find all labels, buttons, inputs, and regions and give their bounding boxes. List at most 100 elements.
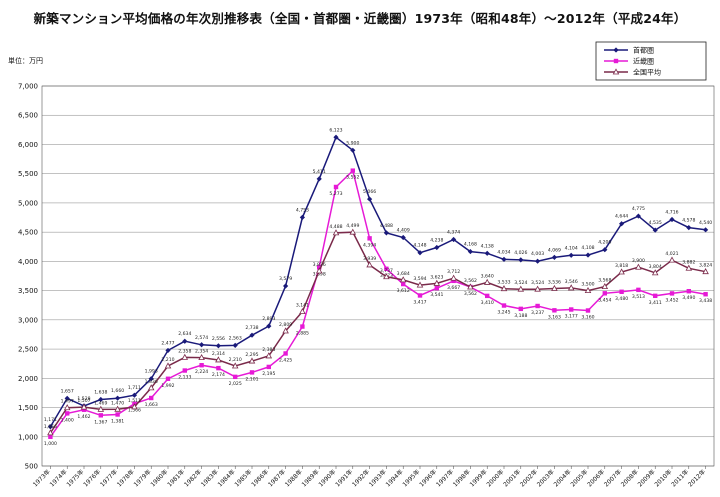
series-3: 1,066 1,497 1,507 1,469 1,470 1,511 1,836 2,210… xyxy=(44,223,712,436)
data-point xyxy=(612,68,620,75)
x-tick-label: 1982年 xyxy=(182,468,203,489)
x-tick-label: 1979年 xyxy=(132,468,153,489)
data-point xyxy=(702,268,709,275)
y-tick-label: 3,000 xyxy=(18,316,38,324)
data-label: 5,900 xyxy=(346,140,359,146)
data-label: 4,578 xyxy=(682,218,695,224)
x-tick-label: 1978年 xyxy=(115,468,136,489)
data-label: 2,025 xyxy=(229,381,242,387)
data-point xyxy=(63,404,71,411)
data-label: 1,000 xyxy=(44,441,57,447)
data-label: 6,123 xyxy=(329,127,342,133)
data-point xyxy=(299,214,305,220)
data-label: 3,562 xyxy=(464,291,477,297)
data-point xyxy=(653,293,658,299)
data-point xyxy=(703,227,709,233)
data-point xyxy=(619,221,625,227)
data-point xyxy=(602,291,607,296)
x-tick-label: 1976年 xyxy=(82,468,103,489)
data-point xyxy=(383,230,389,236)
x-tick-label: 1994年 xyxy=(384,468,405,489)
data-label: 3,818 xyxy=(615,263,628,269)
data-label: 2,210 xyxy=(161,357,174,363)
data-point xyxy=(115,412,120,417)
data-point xyxy=(584,286,592,294)
data-point xyxy=(266,323,272,329)
data-label: 3,490 xyxy=(682,295,695,301)
data-label: 3,141 xyxy=(296,303,309,309)
data-point xyxy=(333,184,339,190)
data-point xyxy=(65,411,70,416)
data-label: 2,809 xyxy=(279,322,292,328)
y-tick-label: 2,000 xyxy=(18,375,38,383)
data-point xyxy=(199,363,204,368)
data-label: 2,295 xyxy=(245,352,258,358)
y-tick-label: 4,000 xyxy=(18,258,38,266)
data-label: 3,188 xyxy=(514,313,527,319)
data-label: 3,882 xyxy=(682,259,695,265)
data-point xyxy=(450,274,457,281)
chart-title: 新築マンション平均価格の年次別推移表（全国・首都圏・近畿圏）1973年（昭和48… xyxy=(33,11,687,26)
x-tick-label: 1987年 xyxy=(266,468,287,489)
data-point xyxy=(148,376,154,382)
y-tick-label: 2,500 xyxy=(18,346,38,354)
data-label: 4,021 xyxy=(665,251,678,257)
x-tick-label: 1986年 xyxy=(250,468,271,489)
y-tick-label: 5,500 xyxy=(18,170,38,178)
data-label: 2,354 xyxy=(195,349,208,355)
data-point xyxy=(501,256,507,262)
data-point xyxy=(635,263,642,270)
x-tick-label: 1989年 xyxy=(300,468,321,489)
data-point xyxy=(114,405,121,412)
data-point xyxy=(552,308,557,313)
data-label: 5,552 xyxy=(346,175,359,181)
data-point xyxy=(315,267,323,274)
data-point xyxy=(199,342,205,348)
data-label: 3,939 xyxy=(363,256,376,262)
data-label: 3,568 xyxy=(598,278,611,284)
x-tick-label: 2009年 xyxy=(636,468,657,489)
data-label: 4,108 xyxy=(581,245,594,251)
data-point xyxy=(485,293,490,299)
data-label: 3,163 xyxy=(548,314,561,320)
x-tick-label: 1997年 xyxy=(434,468,455,489)
data-label: 2,885 xyxy=(296,331,309,337)
data-label: 3,836 xyxy=(313,262,326,268)
data-label: 3,417 xyxy=(413,299,426,305)
data-point xyxy=(618,268,625,275)
y-tick-label: 1,500 xyxy=(18,404,38,412)
data-point xyxy=(233,374,238,380)
data-label: 3,824 xyxy=(699,263,712,269)
x-tick-label: 2012年 xyxy=(686,468,707,489)
data-label: 1,663 xyxy=(145,402,158,408)
y-tick-label: 6,500 xyxy=(18,112,38,120)
data-label: 4,069 xyxy=(548,247,561,253)
data-label: 1,381 xyxy=(111,418,124,424)
y-tick-label: 1,000 xyxy=(18,433,38,441)
data-label: 4,488 xyxy=(380,223,393,229)
data-label: 3,640 xyxy=(481,273,494,279)
data-point xyxy=(467,248,473,255)
x-tick-label: 1980年 xyxy=(149,468,170,489)
data-label: 1,836 xyxy=(145,379,158,385)
data-label: 3,541 xyxy=(430,292,443,298)
data-point xyxy=(215,343,221,349)
data-point xyxy=(602,247,608,253)
data-label: 4,138 xyxy=(481,243,494,249)
data-point xyxy=(669,291,675,296)
data-point xyxy=(165,376,171,381)
data-label: 1,528 xyxy=(77,396,90,402)
x-tick-label: 1975年 xyxy=(65,468,86,489)
data-point xyxy=(384,266,389,272)
data-label: 3,452 xyxy=(665,297,678,303)
x-tick-label: 1977年 xyxy=(98,468,119,489)
data-label: 3,804 xyxy=(649,264,662,270)
data-label: 1,462 xyxy=(77,414,90,420)
data-point xyxy=(350,168,355,173)
plot-area xyxy=(41,85,715,467)
data-point xyxy=(417,293,423,298)
x-tick-label: 2004年 xyxy=(552,468,573,489)
data-point xyxy=(668,256,676,263)
data-point xyxy=(451,236,457,243)
data-label: 2,563 xyxy=(229,335,242,341)
